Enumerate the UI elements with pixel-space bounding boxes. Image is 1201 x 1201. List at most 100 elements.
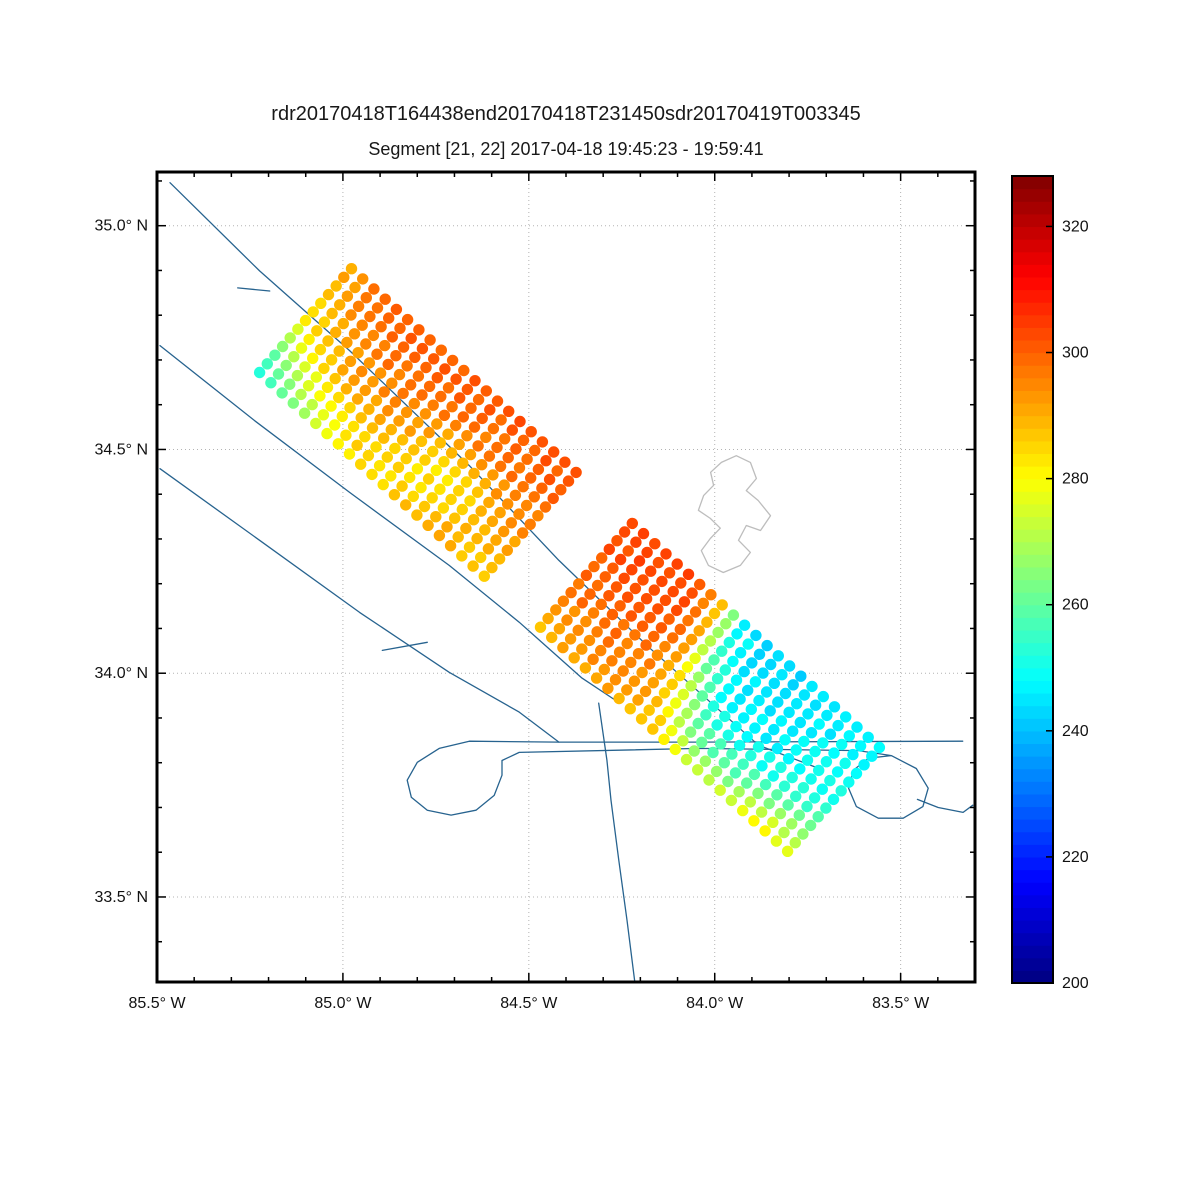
data-point <box>396 480 408 492</box>
data-point <box>693 625 705 637</box>
data-point <box>704 635 717 647</box>
data-point <box>310 371 322 383</box>
colorbar-swatch <box>1012 844 1053 858</box>
data-point <box>408 397 420 410</box>
data-point <box>517 481 529 493</box>
data-point <box>794 716 806 729</box>
data-point <box>774 807 787 820</box>
data-point <box>528 491 540 503</box>
data-point <box>632 648 645 660</box>
data-point <box>752 741 765 753</box>
colorbar-swatch <box>1012 932 1053 946</box>
data-point <box>400 406 413 418</box>
data-point <box>521 453 533 465</box>
data-point <box>692 717 704 730</box>
data-point <box>382 405 394 417</box>
data-point <box>568 652 580 664</box>
data-point <box>756 760 768 772</box>
data-point <box>768 677 780 689</box>
data-point <box>557 595 570 607</box>
data-point <box>716 645 728 657</box>
data-point <box>637 527 650 540</box>
data-point <box>551 465 563 477</box>
data-point <box>409 351 421 363</box>
flight-track-3 <box>159 468 560 743</box>
data-point <box>595 644 607 657</box>
data-point <box>715 738 727 750</box>
data-point <box>428 353 440 365</box>
data-point <box>707 746 719 759</box>
data-point <box>349 281 361 294</box>
data-point <box>356 365 368 378</box>
data-point <box>405 332 417 345</box>
data-point <box>813 764 825 777</box>
data-point <box>719 664 731 676</box>
colorbar-swatch <box>1012 831 1053 845</box>
colorbar-swatch <box>1012 793 1053 808</box>
colorbar-swatch <box>1012 768 1053 782</box>
data-point <box>662 706 674 718</box>
colorbar-swatch <box>1012 402 1053 417</box>
data-point <box>748 815 760 827</box>
data-point <box>525 472 537 484</box>
data-point <box>671 558 683 570</box>
data-point <box>765 658 777 671</box>
data-point <box>801 800 813 813</box>
data-point <box>734 647 747 659</box>
data-point <box>321 381 334 393</box>
data-point <box>431 372 443 384</box>
data-point <box>583 634 596 647</box>
data-point <box>284 332 296 344</box>
data-point <box>778 826 790 839</box>
colorbar-swatch <box>1012 945 1053 959</box>
data-point <box>703 774 715 786</box>
data-point <box>614 600 626 612</box>
data-point <box>750 629 762 642</box>
data-point <box>722 775 734 788</box>
data-point <box>752 787 764 799</box>
data-point <box>809 699 822 711</box>
data-point <box>396 434 409 446</box>
data-point <box>659 640 671 653</box>
data-point <box>412 416 424 429</box>
data-point <box>344 402 356 414</box>
data-point <box>377 478 389 491</box>
colorbar-swatch <box>1012 201 1053 215</box>
colorbar-swatch <box>1012 466 1053 480</box>
data-point <box>329 372 341 385</box>
data-point <box>731 628 743 640</box>
data-point <box>487 422 500 435</box>
data-point <box>782 753 795 765</box>
data-point <box>367 329 380 342</box>
data-point <box>745 703 757 715</box>
data-point <box>579 662 592 674</box>
data-point <box>696 736 708 748</box>
data-point <box>280 359 292 372</box>
data-point <box>824 728 837 740</box>
data-point <box>738 665 750 678</box>
data-point <box>438 456 450 468</box>
colorbar-swatch <box>1012 440 1053 455</box>
data-point <box>487 469 499 481</box>
data-point <box>851 721 863 733</box>
data-point <box>498 525 510 538</box>
x-tick-label: 83.5° W <box>872 995 930 1012</box>
data-point <box>345 309 357 321</box>
data-point <box>454 392 466 404</box>
axis-labels: 85.5° W 85.0° W 84.5° W 84.0° W 83.5° W 33.5°… <box>94 218 930 1012</box>
data-point <box>804 819 817 832</box>
data-point <box>607 562 619 574</box>
colorbar-swatch <box>1012 655 1053 669</box>
data-point <box>760 732 772 744</box>
data-point <box>866 750 878 762</box>
data-point <box>816 783 828 795</box>
data-point <box>783 706 795 718</box>
data-point <box>381 451 393 463</box>
data-point <box>480 385 492 397</box>
data-point <box>490 534 502 546</box>
data-point <box>749 722 761 734</box>
data-point <box>491 441 503 454</box>
data-point <box>854 740 867 752</box>
data-point <box>858 759 870 771</box>
